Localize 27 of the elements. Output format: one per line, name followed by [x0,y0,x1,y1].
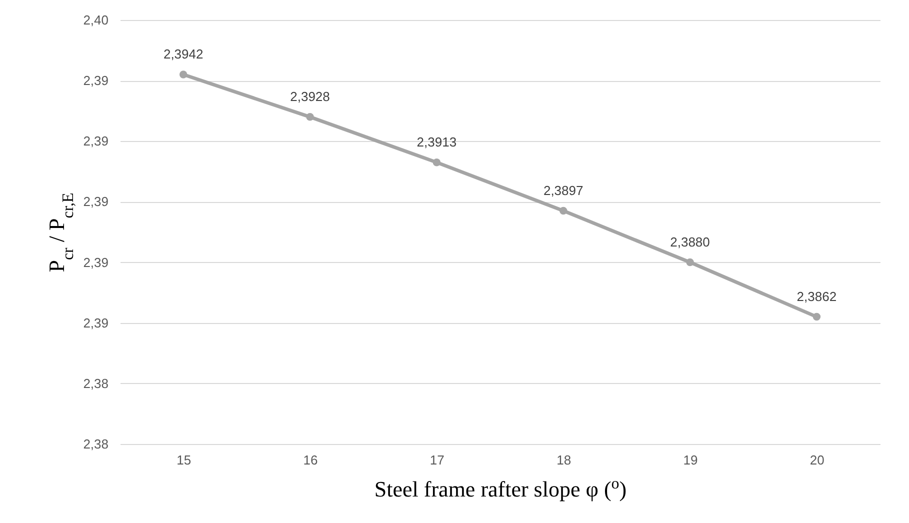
data-label: 2,3862 [796,288,837,304]
x-tick-label: 17 [430,452,444,468]
point [686,258,694,266]
data-label: 2,3928 [290,88,330,104]
point [306,113,314,121]
y-tick-label: 2,38 [83,436,108,452]
y-tick-label: 2,39 [83,254,108,270]
y-tick-label: 2,39 [83,315,108,330]
data-label: 2,3913 [416,134,457,150]
data-label: 2,3942 [163,46,204,62]
data-label: 2,3897 [543,182,584,198]
y-tick-label: 2,39 [83,134,108,149]
x-axis-title: Steel frame rafter slope φ ($^{o}$) [374,475,627,502]
y-tick-label: 2,40 [83,12,108,28]
x-tick-label: 18 [556,452,572,468]
x-tick-label: 15 [176,452,192,468]
data-label: 2,3880 [670,234,710,250]
point [559,206,568,215]
x-tick-label: 19 [683,452,698,468]
point [812,312,821,321]
y-tick-label: 2,39 [83,73,108,88]
point [179,70,188,78]
x-tick-label: 20 [810,452,824,468]
point [432,158,441,166]
y-tick-label: 2,38 [83,376,108,391]
x-tick-label: 16 [303,452,318,468]
y-tick-label: 2,39 [83,194,108,210]
